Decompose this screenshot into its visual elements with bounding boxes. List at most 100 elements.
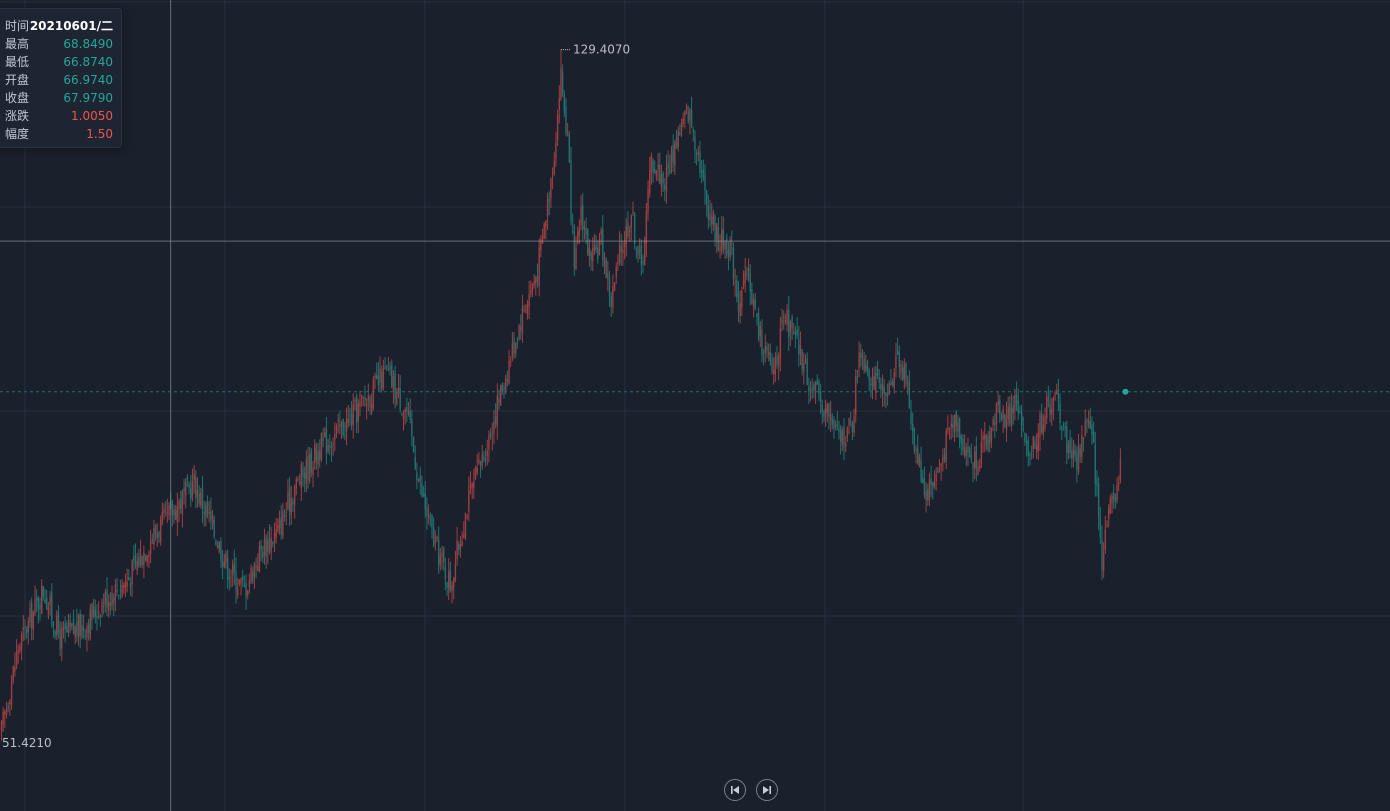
- candle: [486, 439, 488, 466]
- candle: [928, 472, 931, 506]
- candle: [479, 460, 482, 478]
- candle: [788, 295, 790, 351]
- candle: [675, 129, 678, 150]
- candle: [270, 526, 272, 560]
- candle: [958, 417, 961, 449]
- candle: [215, 539, 217, 547]
- candle: [1097, 476, 1100, 531]
- candle: [607, 261, 609, 292]
- candle: [781, 308, 783, 332]
- candle: [908, 370, 911, 409]
- candle: [307, 446, 309, 489]
- candle: [163, 503, 165, 520]
- candle: [806, 352, 808, 386]
- candle: [104, 588, 107, 613]
- candle: [1049, 389, 1051, 423]
- candle: [590, 250, 592, 271]
- candle: [1116, 477, 1118, 504]
- candle: [484, 448, 487, 467]
- candle: [193, 464, 195, 494]
- candle: [185, 478, 187, 509]
- candle: [42, 585, 45, 601]
- candle: [501, 382, 504, 396]
- candle: [960, 433, 962, 456]
- candle: [716, 223, 718, 254]
- candle: [359, 390, 361, 417]
- candle: [880, 377, 882, 398]
- candle: [30, 597, 33, 641]
- candle: [79, 609, 81, 649]
- candle: [1057, 378, 1060, 411]
- candle: [62, 621, 65, 639]
- candle: [131, 559, 133, 597]
- candle: [829, 400, 832, 433]
- candle: [370, 393, 373, 416]
- candle: [510, 355, 512, 367]
- candle: [255, 557, 257, 579]
- candle: [778, 352, 780, 381]
- candle: [17, 644, 19, 664]
- prev-button[interactable]: [724, 779, 746, 801]
- candle: [446, 581, 448, 596]
- candle: [223, 554, 225, 569]
- candle: [238, 579, 241, 587]
- candle: [700, 159, 703, 184]
- candle: [714, 214, 716, 247]
- candle: [258, 540, 261, 573]
- candle: [1054, 390, 1056, 401]
- candle: [200, 487, 202, 509]
- candle: [520, 314, 522, 340]
- candle: [15, 639, 18, 670]
- candle: [89, 603, 91, 641]
- candle: [369, 395, 371, 416]
- candle: [769, 343, 772, 366]
- candle: [545, 219, 547, 240]
- candle: [409, 398, 411, 424]
- candle: [587, 227, 589, 256]
- candle: [379, 356, 381, 392]
- candle: [623, 231, 626, 260]
- candle: [171, 499, 174, 527]
- candle: [664, 178, 666, 202]
- candle: [250, 564, 252, 584]
- candle: [386, 364, 388, 372]
- candle: [468, 476, 470, 522]
- candle: [416, 462, 418, 490]
- candle: [635, 246, 638, 259]
- candle: [523, 304, 525, 313]
- ohlc-row-time: 时间 20210601/二: [5, 17, 113, 35]
- candle: [654, 160, 656, 175]
- candle: [922, 469, 924, 484]
- candle: [912, 412, 914, 445]
- candle: [37, 595, 40, 624]
- candle: [64, 616, 66, 643]
- candle: [759, 321, 761, 347]
- next-button[interactable]: [756, 779, 778, 801]
- candle: [838, 420, 840, 440]
- candle: [518, 323, 520, 341]
- candle: [622, 240, 624, 266]
- candle: [1109, 494, 1112, 515]
- candle: [1071, 437, 1073, 468]
- open-label: 开盘: [5, 73, 30, 87]
- candle: [290, 485, 292, 525]
- candle: [890, 369, 892, 386]
- candle: [979, 458, 981, 472]
- candle: [349, 407, 351, 426]
- candle: [764, 334, 766, 363]
- candle: [404, 407, 406, 425]
- candle: [684, 110, 686, 129]
- candle: [851, 420, 854, 441]
- candle: [699, 140, 701, 179]
- candle: [1034, 436, 1036, 449]
- candle: [257, 553, 259, 572]
- candle: [679, 123, 681, 136]
- candle: [995, 401, 998, 432]
- candle: [406, 397, 408, 423]
- candle: [632, 201, 634, 217]
- candle: [347, 405, 349, 428]
- candle: [598, 232, 601, 256]
- candle: [309, 447, 311, 484]
- candle: [66, 620, 68, 633]
